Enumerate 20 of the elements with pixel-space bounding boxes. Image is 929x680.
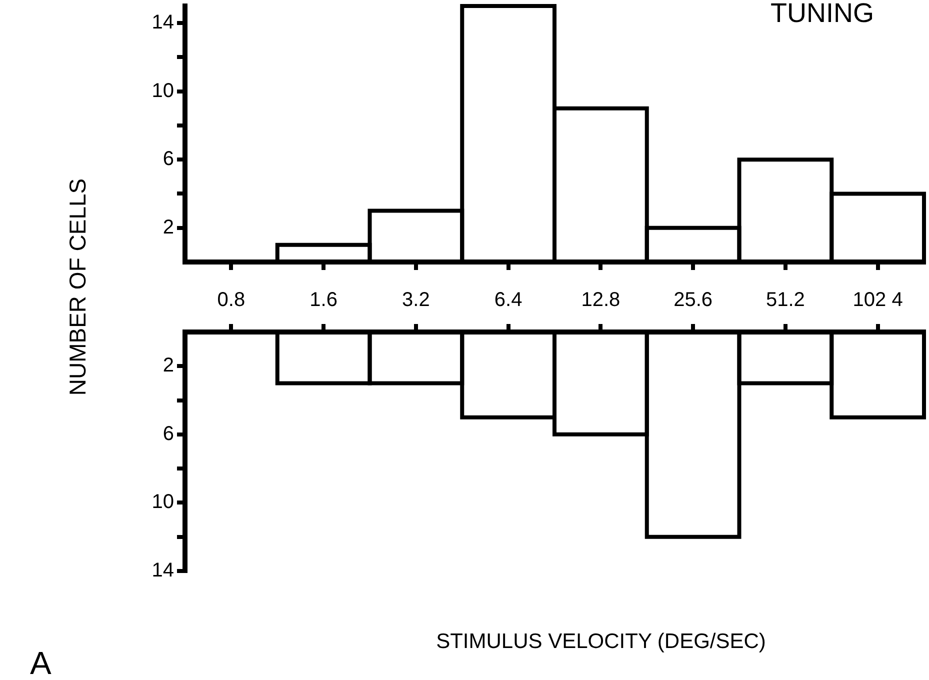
x-tick-label: 6.4 <box>494 289 522 311</box>
x-tick-label: 25.6 <box>674 289 713 311</box>
y-axis-title: NUMBER OF CELLS <box>64 178 90 396</box>
x-tick-label: 102 4 <box>852 289 903 311</box>
y-tick-label: 6 <box>162 148 174 170</box>
text: A <box>30 645 52 680</box>
y-tick-label: 10 <box>152 80 174 102</box>
x-axis-title: STIMULUS VELOCITY (DEG/SEC) <box>436 630 766 653</box>
chart-title: TUNING <box>770 0 874 28</box>
x-tick-label: 0.8 <box>217 289 246 311</box>
y-tick-label: 2 <box>162 216 174 238</box>
y-tick-label: 14 <box>152 12 174 34</box>
y-tick-label: 6 <box>162 422 174 445</box>
y-tick-label: 10 <box>152 491 174 514</box>
x-tick-label: 3.2 <box>402 289 430 311</box>
y-tick-label: 14 <box>152 559 174 582</box>
x-tick-label: 12.8 <box>581 289 620 311</box>
y-tick-label: 2 <box>162 354 174 377</box>
x-tick-label: 51.2 <box>766 289 805 311</box>
x-tick-label: 1.6 <box>310 289 338 311</box>
